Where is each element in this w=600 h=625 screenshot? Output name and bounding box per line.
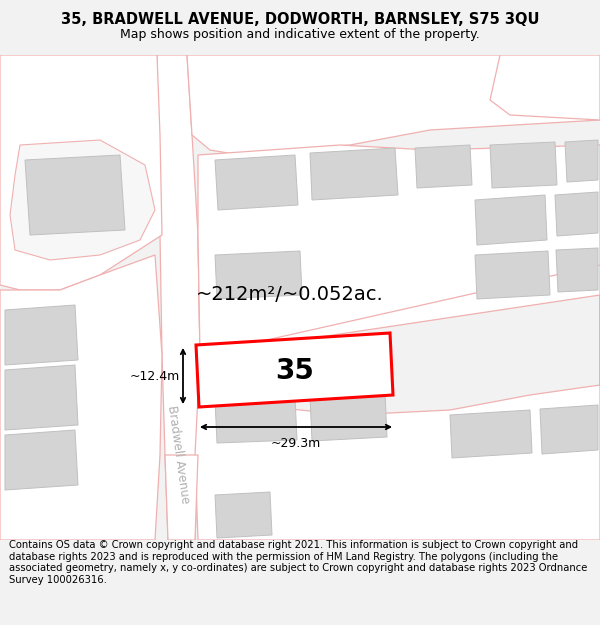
- Polygon shape: [157, 55, 200, 540]
- Polygon shape: [215, 397, 297, 443]
- Polygon shape: [198, 145, 600, 355]
- Polygon shape: [215, 251, 302, 299]
- Polygon shape: [165, 455, 198, 540]
- Text: 35, BRADWELL AVENUE, DODWORTH, BARNSLEY, S75 3QU: 35, BRADWELL AVENUE, DODWORTH, BARNSLEY,…: [61, 12, 539, 27]
- Polygon shape: [187, 55, 600, 155]
- Polygon shape: [310, 148, 398, 200]
- Polygon shape: [556, 248, 598, 292]
- Polygon shape: [490, 142, 557, 188]
- Polygon shape: [450, 410, 532, 458]
- Polygon shape: [215, 492, 272, 538]
- Polygon shape: [475, 251, 550, 299]
- Polygon shape: [565, 140, 598, 182]
- Polygon shape: [0, 255, 162, 540]
- Polygon shape: [555, 192, 598, 236]
- Polygon shape: [0, 55, 162, 290]
- Polygon shape: [5, 430, 78, 490]
- Polygon shape: [195, 295, 600, 540]
- Polygon shape: [5, 365, 78, 430]
- Text: ~29.3m: ~29.3m: [271, 437, 321, 450]
- Polygon shape: [415, 145, 472, 188]
- Polygon shape: [5, 305, 78, 365]
- Text: ~12.4m: ~12.4m: [130, 369, 180, 382]
- Text: Contains OS data © Crown copyright and database right 2021. This information is : Contains OS data © Crown copyright and d…: [9, 540, 587, 585]
- Polygon shape: [215, 155, 298, 210]
- Polygon shape: [198, 220, 600, 355]
- Polygon shape: [540, 405, 598, 454]
- Polygon shape: [10, 140, 155, 260]
- Text: ~212m²/~0.052ac.: ~212m²/~0.052ac.: [196, 286, 384, 304]
- Polygon shape: [475, 195, 547, 245]
- Polygon shape: [25, 155, 125, 235]
- Text: Map shows position and indicative extent of the property.: Map shows position and indicative extent…: [120, 28, 480, 41]
- Text: Bradwell Avenue: Bradwell Avenue: [164, 405, 191, 505]
- Text: 35: 35: [275, 357, 314, 385]
- Polygon shape: [196, 333, 393, 407]
- Polygon shape: [490, 55, 600, 120]
- Polygon shape: [310, 393, 387, 441]
